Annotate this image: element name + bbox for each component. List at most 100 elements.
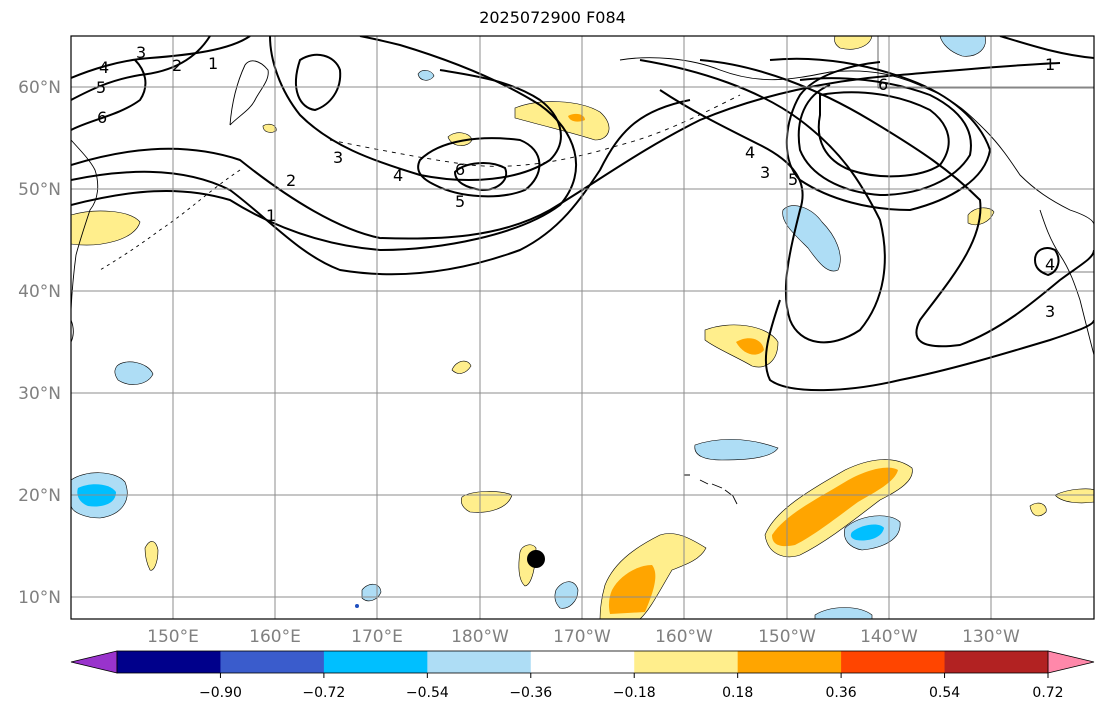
colorbar-segment [634, 651, 739, 673]
contour-line [71, 36, 211, 101]
contour-line [453, 162, 508, 192]
contour-line [764, 299, 1094, 392]
contour-line [817, 91, 950, 178]
colorbar-segment [737, 651, 842, 673]
anomaly-darkblue-dot [355, 604, 359, 608]
border-canada-us [877, 36, 1094, 273]
anomaly-orange-patch [736, 338, 764, 355]
contours [71, 36, 1094, 392]
colorbar-segment [530, 651, 635, 673]
contour-line [295, 53, 342, 112]
colorbar-segment [841, 651, 946, 673]
latitude-labels: 60°N 50°N 40°N 30°N 20°N 10°N [18, 78, 61, 608]
graticule [71, 36, 1094, 619]
anomaly-blue-patch [554, 581, 579, 609]
contour-label: 5 [455, 192, 465, 211]
contour-line [71, 36, 251, 79]
colorbar-tick-label: 0.36 [826, 685, 857, 701]
contour-line [999, 36, 1094, 59]
anomaly-orange-patch [568, 113, 585, 122]
colorbar-frame [116, 650, 1049, 674]
coastline-bc [1039, 209, 1094, 356]
anomaly-orange-patch [772, 467, 898, 547]
anomaly-yellow-patch [1054, 488, 1094, 504]
contour-label: 3 [333, 148, 343, 167]
lon-label: 130°W [962, 627, 1020, 647]
anomaly-blue-patch [939, 36, 986, 57]
contour-line [769, 57, 992, 212]
colorbar-segment [117, 651, 221, 673]
contour-label: 6 [455, 160, 465, 179]
anomaly-yellow-patch [514, 101, 610, 141]
anomaly-cyan-patch [850, 524, 884, 541]
contour-label: 6 [878, 75, 888, 94]
contour-line [71, 36, 577, 252]
colorbar-tick-label: −0.72 [302, 685, 345, 701]
coastline-alaska [619, 57, 1094, 226]
lon-label: 140°W [860, 627, 918, 647]
contour-labels: 1 2 3 4 5 6 1 2 3 4 5 6 1 3 4 5 6 4 3 [96, 43, 1055, 321]
contour-line [699, 59, 1094, 348]
colorbar-segment [220, 651, 325, 673]
storm-position-marker [527, 550, 545, 568]
lon-label: 150°E [147, 627, 199, 647]
lat-label: 10°N [18, 588, 61, 608]
anomaly-yellow-patch [451, 360, 472, 374]
contour-label: 5 [96, 78, 106, 97]
lat-label: 60°N [18, 78, 61, 98]
lat-label: 40°N [18, 282, 61, 302]
colorbar-segment [944, 651, 1049, 673]
longitude-labels: 150°E 160°E 170°E 180°W 170°W 160°W 150°… [147, 627, 1020, 647]
anomaly-yellow-patch [144, 541, 159, 571]
contour-label: 1 [208, 54, 218, 73]
contour-label: 1 [266, 206, 276, 225]
anomaly-yellow-patch [460, 491, 513, 513]
anomaly-yellow-patch [262, 123, 277, 133]
contour-label: 2 [172, 56, 182, 75]
anomaly-blue-patch [694, 439, 779, 461]
anomaly-yellow-patch [71, 210, 141, 246]
lat-label: 50°N [18, 180, 61, 200]
coastline-kuril [99, 169, 241, 271]
colorbar-tick-label: 0.72 [1032, 685, 1063, 701]
contour-line [71, 99, 691, 276]
anomaly-blue-patch [114, 361, 154, 385]
coastline-hawaii [684, 474, 738, 505]
lon-label: 180°W [451, 627, 509, 647]
contour-label: 3 [1045, 302, 1055, 321]
colorbar-extend-low [70, 650, 118, 674]
colorbar-tick-label: 0.18 [722, 685, 753, 701]
map-frame [70, 35, 1095, 620]
contour-label: 6 [97, 108, 107, 127]
lon-label: 160°W [655, 627, 713, 647]
contour-label: 3 [760, 163, 770, 182]
contour-line [1033, 247, 1060, 277]
contour-label: 4 [393, 166, 403, 185]
contour-label: 2 [286, 171, 296, 190]
coastline-kamchatka [229, 60, 269, 126]
anomaly-blue-patch [417, 70, 435, 81]
colorbar-tick-label: −0.36 [509, 685, 552, 701]
contour-line [71, 59, 147, 131]
lon-label: 170°W [553, 627, 611, 647]
anomaly-blue-patch [814, 607, 873, 619]
contour-label: 4 [745, 143, 755, 162]
lon-label: 160°E [249, 627, 301, 647]
lat-label: 20°N [18, 486, 61, 506]
anomaly-yellow-patch [834, 36, 873, 50]
colorbar-segment [427, 651, 532, 673]
contour-label: 4 [99, 58, 109, 77]
anomaly-yellow-patch [967, 207, 995, 226]
contour-label: 3 [136, 43, 146, 62]
contour-line [269, 36, 562, 181]
colorbar-segment [323, 651, 428, 673]
lat-label: 30°N [18, 384, 61, 404]
contour-label: 1 [1045, 55, 1055, 74]
colorbar-tick-label: −0.54 [406, 685, 449, 701]
lon-label: 170°E [351, 627, 403, 647]
lon-label: 150°W [758, 627, 816, 647]
anomaly-orange-patch [608, 565, 656, 614]
colorbar-tick-label: −0.90 [199, 685, 242, 701]
contour-line [71, 62, 1061, 240]
